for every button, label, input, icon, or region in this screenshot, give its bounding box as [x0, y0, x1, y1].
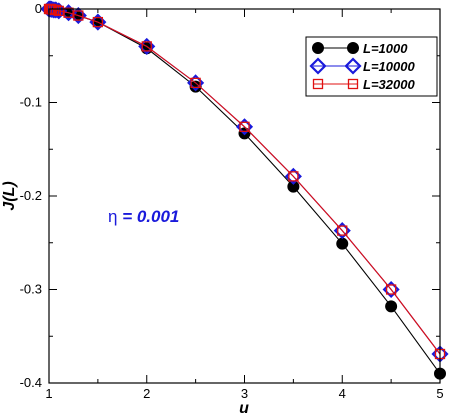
y-tick-label: -0.1	[20, 95, 42, 110]
eta-value: = 0.001	[117, 207, 179, 226]
data-point	[189, 80, 202, 93]
legend-label: L=10000	[363, 59, 415, 74]
data-point	[385, 300, 398, 313]
y-axis-label: J(L)	[1, 181, 18, 210]
legend: L=1000 L=10000 L=32000	[305, 36, 438, 97]
legend-entry: L=1000	[312, 41, 408, 56]
legend-entry: L=32000	[312, 77, 415, 92]
data-point	[53, 5, 64, 17]
legend-marker	[312, 42, 324, 54]
eta-annotation: η = 0.001	[108, 207, 179, 226]
legend-entry: L=10000	[309, 57, 415, 75]
legend-marker	[347, 78, 359, 90]
legend-marker	[309, 57, 327, 75]
y-tick-label: -0.4	[20, 375, 42, 390]
data-point	[92, 16, 104, 28]
data-point	[141, 41, 152, 52]
eta-symbol: η	[108, 207, 117, 226]
data-point	[73, 10, 84, 21]
legend-marker	[344, 57, 362, 75]
x-tick-label: 4	[339, 386, 346, 401]
data-point	[50, 4, 61, 16]
legend-label: L=32000	[363, 77, 415, 92]
ticks: 1 2 3 4 5 0 -0.1 -0.2 -0.3 -0.4	[20, 1, 444, 401]
data-point	[385, 284, 397, 295]
x-tick-label: 2	[143, 386, 150, 401]
data-point	[63, 7, 74, 18]
data-point	[288, 171, 299, 182]
x-tick-label: 1	[45, 386, 52, 401]
x-tick-label: 3	[241, 386, 248, 401]
y-tick-label: 0	[35, 1, 42, 16]
y-tick-label: -0.3	[20, 282, 42, 297]
data-point	[336, 237, 349, 250]
data-point	[337, 225, 348, 236]
legend-marker	[347, 42, 359, 54]
x-axis-label: u	[239, 400, 249, 417]
legend-label: L=1000	[363, 41, 408, 56]
data-point	[239, 121, 250, 132]
x-tick-label: 5	[436, 386, 443, 401]
y-tick-label: -0.2	[20, 188, 42, 203]
legend-marker	[312, 78, 324, 90]
data-point	[190, 77, 201, 89]
